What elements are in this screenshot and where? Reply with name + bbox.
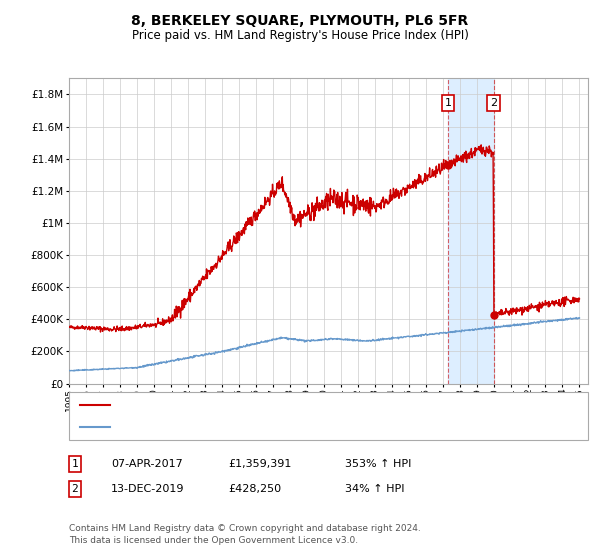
Text: 34% ↑ HPI: 34% ↑ HPI bbox=[345, 484, 404, 494]
Text: 2: 2 bbox=[490, 98, 497, 108]
Bar bbox=[448, 78, 494, 384]
Text: 8, BERKELEY SQUARE, PLYMOUTH, PL6 5FR: 8, BERKELEY SQUARE, PLYMOUTH, PL6 5FR bbox=[131, 14, 469, 28]
Text: 353% ↑ HPI: 353% ↑ HPI bbox=[345, 459, 412, 469]
Text: 2: 2 bbox=[71, 484, 79, 494]
Text: 13-DEC-2019: 13-DEC-2019 bbox=[111, 484, 185, 494]
Text: Price paid vs. HM Land Registry's House Price Index (HPI): Price paid vs. HM Land Registry's House … bbox=[131, 29, 469, 42]
Text: 1: 1 bbox=[445, 98, 451, 108]
Text: 07-APR-2017: 07-APR-2017 bbox=[111, 459, 183, 469]
Text: 8, BERKELEY SQUARE, PLYMOUTH, PL6 5FR (detached house): 8, BERKELEY SQUARE, PLYMOUTH, PL6 5FR (d… bbox=[116, 400, 433, 410]
Text: Contains HM Land Registry data © Crown copyright and database right 2024.
This d: Contains HM Land Registry data © Crown c… bbox=[69, 524, 421, 545]
Text: £1,359,391: £1,359,391 bbox=[228, 459, 292, 469]
Text: 1: 1 bbox=[71, 459, 79, 469]
Text: HPI: Average price, detached house, City of Plymouth: HPI: Average price, detached house, City… bbox=[116, 422, 395, 432]
Text: £428,250: £428,250 bbox=[228, 484, 281, 494]
